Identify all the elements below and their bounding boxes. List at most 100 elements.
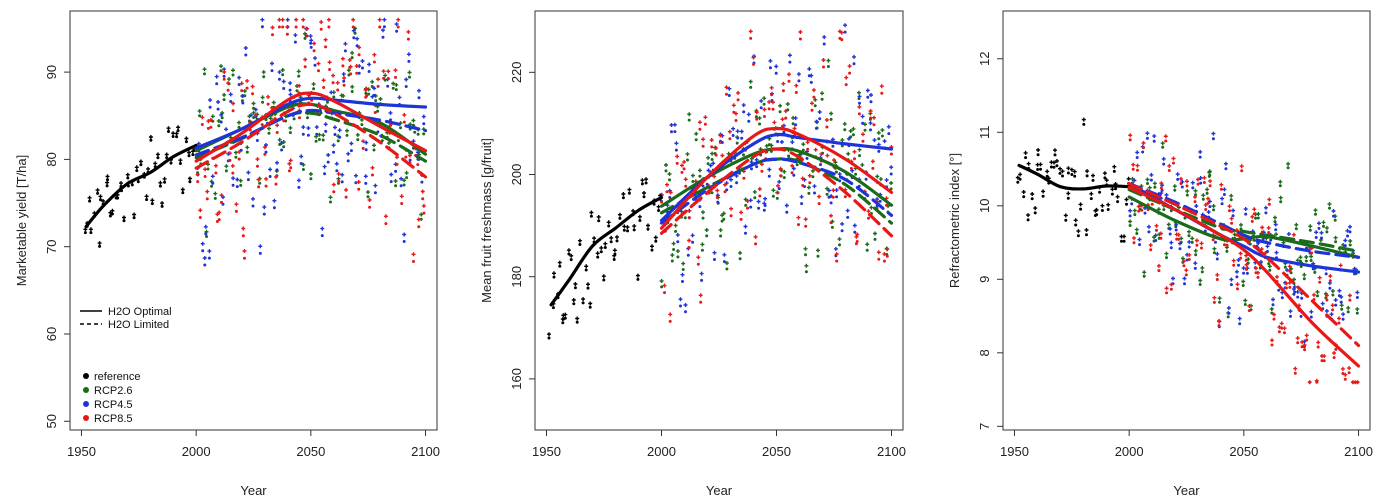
scatter-point-rcp85 [687, 238, 692, 243]
scatter-point-reference [1041, 194, 1045, 198]
scatter-point-rcp26 [262, 75, 266, 79]
scatter-point-reference [547, 336, 551, 340]
scatter-point-reference [158, 180, 163, 185]
scatter-point-reference [1053, 148, 1057, 153]
scatter-point-reference [563, 312, 568, 317]
scatter-point-rcp85 [736, 90, 741, 95]
scatter-point-rcp85 [868, 109, 873, 113]
scatter-point-rcp45 [1234, 269, 1239, 274]
scatter-point-rcp85 [1155, 228, 1158, 232]
scatter-point-rcp26 [240, 99, 244, 103]
scatter-point-reference [191, 153, 195, 157]
scatter-point-rcp26 [1313, 208, 1318, 213]
scatter-point-rcp26 [402, 178, 407, 183]
scatter-point-rcp45 [264, 143, 268, 147]
scatter-point-rcp45 [793, 116, 798, 121]
scatter-point-reference [552, 275, 556, 279]
scatter-point-rcp85 [373, 111, 377, 114]
scatter-point-rcp26 [1153, 185, 1157, 189]
scatter-point-rcp26 [833, 160, 838, 165]
scatter-point-rcp85 [357, 53, 361, 57]
scatter-point-rcp26 [332, 95, 336, 99]
scatter-point-rcp85 [696, 255, 701, 260]
scatter-point-rcp45 [1224, 167, 1228, 171]
scatter-point-reference [1100, 203, 1105, 208]
scatter-point-reference [98, 244, 102, 248]
scatter-point-rcp85 [714, 146, 719, 151]
scatter-point-reference [97, 241, 102, 246]
scatter-point-reference [160, 201, 165, 206]
scatter-point-rcp85 [348, 64, 353, 69]
scatter-point-reference [1076, 229, 1081, 234]
scatter-point-rcp26 [690, 173, 695, 178]
scatter-point-rcp45 [222, 74, 226, 78]
scatter-point-rcp85 [301, 25, 305, 29]
scatter-point-rcp26 [1185, 193, 1189, 197]
scatter-point-rcp45 [1345, 228, 1350, 233]
scatter-point-rcp85 [861, 139, 865, 143]
scatter-point-rcp85 [710, 145, 714, 149]
scatter-point-rcp45 [743, 224, 748, 229]
scatter-point-reference [178, 162, 182, 165]
scatter-point-rcp26 [1218, 300, 1222, 304]
scatter-point-reference [187, 176, 192, 181]
scatter-point-rcp45 [1291, 287, 1296, 292]
scatter-point-reference [1112, 164, 1117, 169]
scatter-point-rcp45 [1132, 178, 1137, 183]
scatter-point-reference [1110, 187, 1115, 192]
scatter-point-rcp45 [243, 46, 248, 50]
scatter-point-rcp85 [840, 38, 844, 42]
scatter-point-rcp26 [1201, 197, 1205, 201]
scatter-point-reference [588, 305, 592, 309]
scatter-point-reference [1110, 192, 1114, 196]
scatter-point-rcp45 [750, 167, 753, 171]
scatter-point-rcp85 [1293, 371, 1297, 375]
scatter-point-rcp26 [769, 143, 774, 148]
scatter-point-reference [1030, 192, 1035, 196]
scatter-point-rcp85 [294, 25, 298, 29]
scatter-point-rcp85 [342, 76, 347, 80]
scatter-point-reference [1022, 195, 1026, 199]
scatter-point-rcp45 [306, 133, 310, 137]
scatter-point-reference [597, 219, 601, 223]
scatter-point-rcp45 [1236, 258, 1241, 262]
scatter-point-rcp26 [1355, 311, 1359, 315]
scatter-point-rcp85 [402, 120, 406, 124]
scatter-point-rcp45 [333, 133, 337, 136]
scatter-point-rcp26 [1295, 258, 1300, 263]
scatter-point-reference [1060, 169, 1065, 174]
scatter-point-rcp45 [705, 182, 709, 186]
scatter-point-reference [613, 252, 617, 256]
scatter-point-rcp45 [367, 62, 372, 67]
scatter-point-rcp85 [1171, 156, 1176, 161]
scatter-point-reference [1069, 167, 1074, 172]
scatter-point-reference [1015, 175, 1020, 180]
scatter-point-rcp85 [805, 140, 810, 145]
scatter-point-rcp85 [1239, 164, 1244, 169]
scatter-point-rcp85 [798, 30, 803, 34]
scatter-point-rcp45 [1169, 246, 1173, 250]
scatter-point-rcp85 [1296, 341, 1300, 345]
scatter-point-rcp85 [767, 107, 771, 111]
scatter-point-rcp85 [1184, 273, 1188, 277]
scatter-point-rcp85 [1165, 291, 1169, 295]
scatter-point-rcp45 [852, 54, 856, 59]
scatter-point-rcp85 [349, 72, 353, 76]
scatter-point-rcp26 [813, 97, 818, 102]
scatter-point-rcp85 [1196, 182, 1200, 186]
scatter-point-rcp26 [820, 97, 824, 101]
scatter-point-rcp26 [722, 217, 726, 221]
scatter-point-rcp85 [217, 210, 222, 215]
scatter-point-rcp85 [1199, 241, 1204, 246]
scatter-point-rcp85 [680, 170, 684, 174]
scatter-point-reference [642, 191, 646, 195]
scatter-point-rcp45 [354, 181, 358, 185]
scatter-point-reference [612, 248, 617, 253]
scatter-point-rcp45 [1198, 155, 1202, 159]
scatter-point-rcp85 [1141, 141, 1146, 145]
scatter-point-rcp45 [1314, 230, 1319, 235]
series-line-rcp45-dashed [1127, 182, 1361, 259]
scatter-point-rcp26 [336, 139, 340, 143]
panel-1: 1950 2000 2050 21005060708090YearMarketable… [14, 10, 440, 498]
scatter-point-rcp85 [800, 176, 805, 181]
